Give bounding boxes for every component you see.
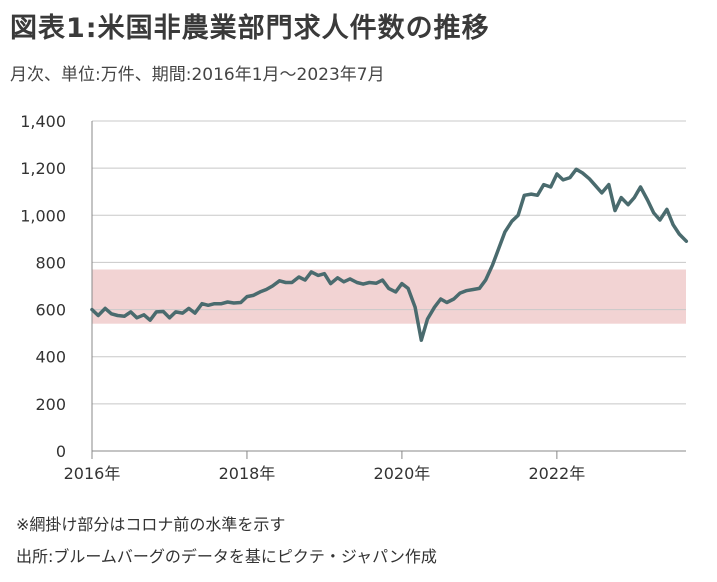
chart-subtitle: 月次、単位:万件、期間:2016年1月〜2023年7月 [10, 65, 385, 85]
y-tick-label: 600 [35, 301, 66, 320]
shading-note: ※網掛け部分はコロナ前の水準を示す [16, 515, 286, 534]
x-tick-label: 2020年 [374, 464, 431, 483]
x-tick-label: 2018年 [219, 464, 276, 483]
x-tick-label: 2022年 [529, 464, 586, 483]
y-tick-label: 1,000 [20, 206, 66, 225]
y-tick-label: 1,200 [20, 159, 66, 178]
x-tick-label: 2016年 [64, 464, 121, 483]
chart-title: 図表1:米国非農業部門求人件数の推移 [10, 13, 490, 44]
y-tick-label: 800 [35, 253, 66, 272]
series-line [90, 167, 689, 342]
y-tick-label: 400 [35, 348, 66, 367]
y-tick-label: 0 [56, 442, 66, 461]
source-note: 出所:ブルームバーグのデータを基にピクテ・ジャパン作成 [16, 547, 437, 566]
shaded-band [92, 269, 686, 324]
y-tick-label: 1,400 [20, 112, 66, 131]
line-chart: 0 200 400 600 800 1,000 1,200 1,400 2016年 2018年 20… [20, 112, 689, 483]
y-tick-label: 200 [35, 395, 66, 414]
